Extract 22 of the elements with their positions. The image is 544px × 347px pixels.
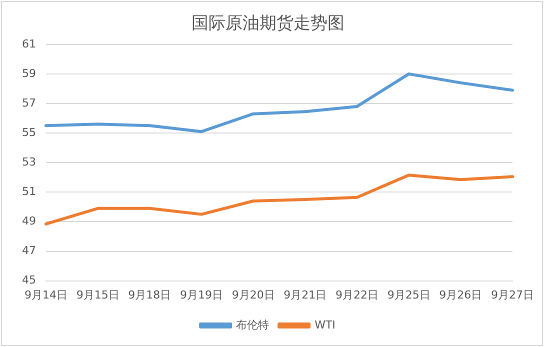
y-tick-label: 49 [22, 214, 36, 228]
x-tick-label: 9月22日 [336, 288, 378, 302]
chart-title: 国际原油期货走势图 [192, 14, 344, 34]
x-tick-label: 9月15日 [76, 288, 120, 302]
x-tick-label: 9月19日 [180, 288, 223, 302]
y-tick-label: 51 [22, 185, 36, 198]
y-tick-label: 45 [22, 274, 36, 287]
legend-label: WTI [314, 318, 336, 332]
x-tick-label: 9月14日 [24, 288, 68, 302]
y-tick-label: 57 [22, 96, 36, 110]
y-tick-label: 53 [22, 155, 36, 168]
legend-label: 布伦特 [236, 318, 270, 332]
y-tick-label: 61 [22, 37, 36, 50]
x-tick-label: 9月21日 [284, 288, 327, 302]
x-tick-label: 9月27日 [491, 288, 534, 302]
x-tick-label: 9月18日 [128, 288, 172, 302]
y-tick-label: 47 [22, 244, 36, 258]
y-tick-label: 55 [22, 126, 36, 139]
y-tick-label: 59 [22, 66, 36, 80]
x-tick-label: 9月25日 [387, 288, 430, 302]
x-tick-label: 9月26日 [439, 288, 482, 302]
x-tick-label: 9月20日 [232, 288, 275, 302]
